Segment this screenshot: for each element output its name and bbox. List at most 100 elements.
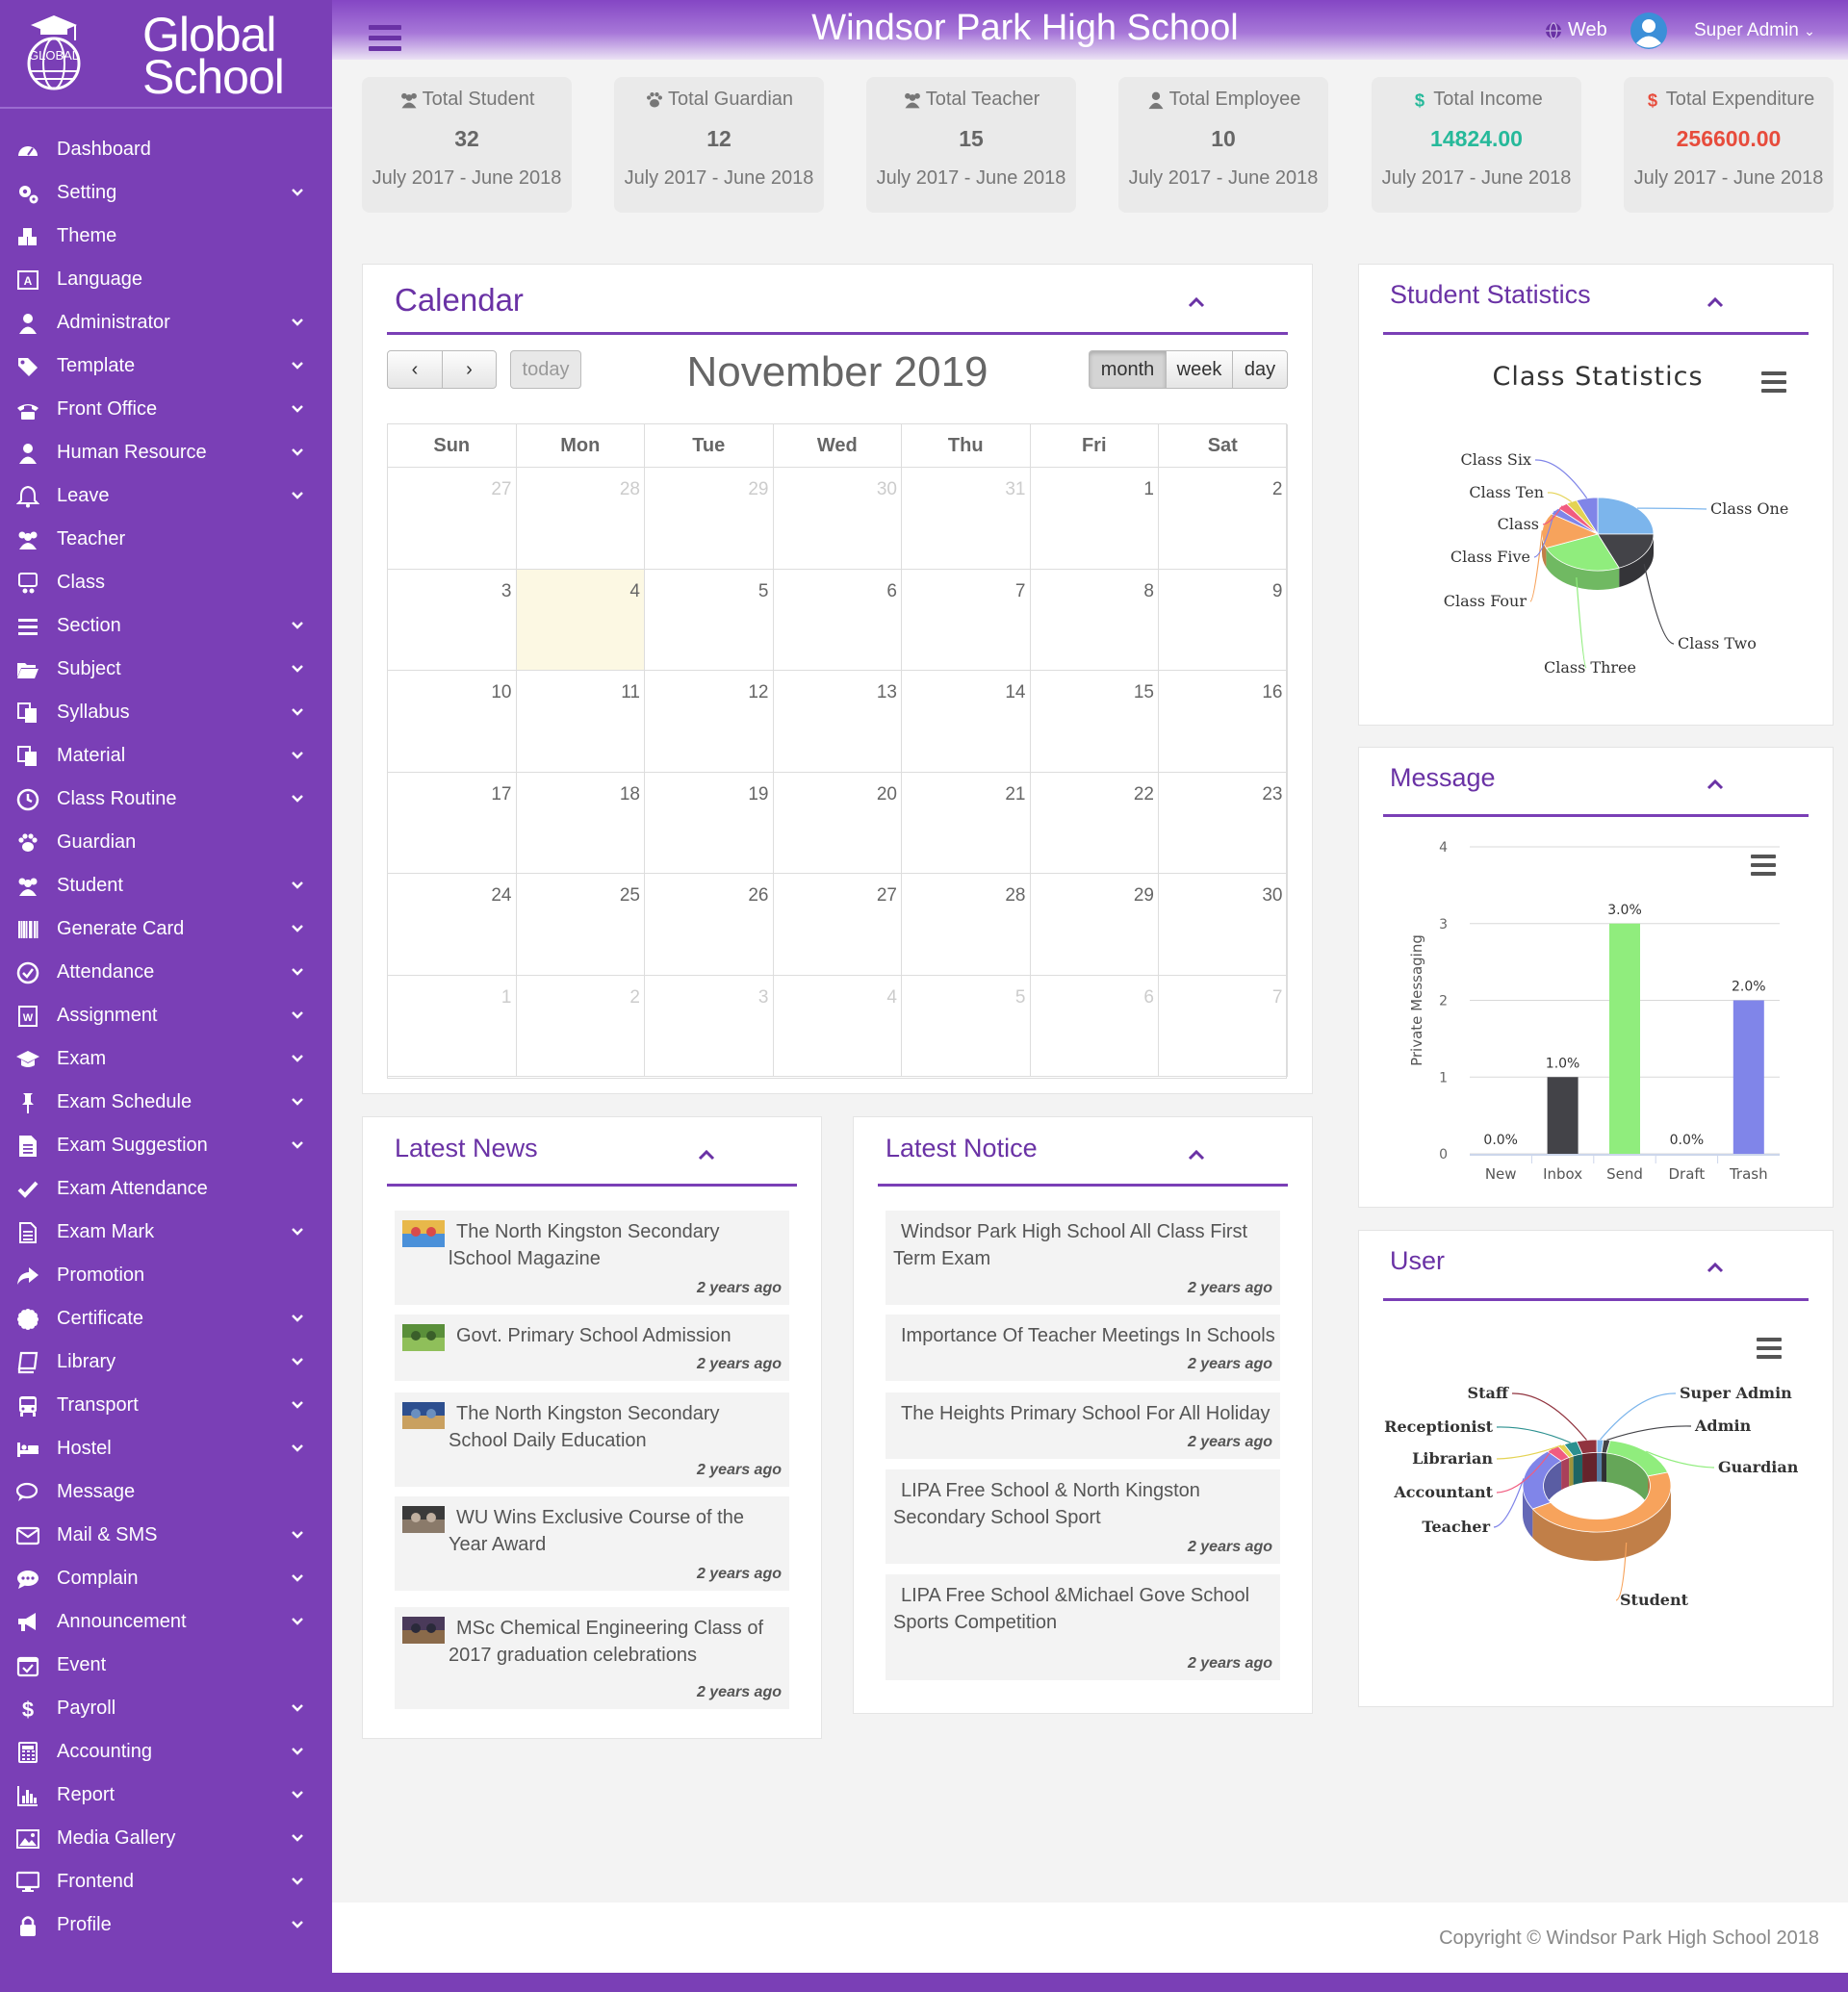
calendar-day[interactable]: 1 bbox=[1030, 468, 1159, 570]
menu-toggle-button[interactable] bbox=[369, 25, 401, 52]
logo[interactable]: GLOBAL Global School bbox=[0, 0, 332, 109]
sidebar-item-teacher[interactable]: Teacher bbox=[0, 518, 332, 561]
sidebar-item-class[interactable]: Class bbox=[0, 561, 332, 604]
stat-card-total-student[interactable]: Total Student 32 July 2017 - June 2018 bbox=[362, 77, 572, 213]
slice-side[interactable] bbox=[1532, 1486, 1671, 1561]
sidebar-item-human-resource[interactable]: Human Resource bbox=[0, 431, 332, 474]
collapse-caret-icon[interactable] bbox=[1187, 1148, 1206, 1162]
collapse-caret-icon[interactable] bbox=[1706, 778, 1725, 791]
calendar-day[interactable]: 13 bbox=[773, 671, 902, 773]
notice-item[interactable]: LIPA Free School &Michael Gove School Spo… bbox=[886, 1574, 1280, 1680]
news-item[interactable]: The North Kingston Secondary lSchool Maga… bbox=[395, 1211, 789, 1305]
calendar-day[interactable]: 28 bbox=[902, 874, 1031, 976]
calendar-day[interactable]: 6 bbox=[773, 569, 902, 671]
calendar-day[interactable]: 7 bbox=[902, 569, 1031, 671]
calendar-day[interactable]: 3 bbox=[388, 569, 517, 671]
calendar-day[interactable]: 3 bbox=[645, 975, 774, 1077]
calendar-day[interactable]: 11 bbox=[516, 671, 645, 773]
calendar-day[interactable]: 21 bbox=[902, 772, 1031, 874]
calendar-day[interactable]: 26 bbox=[645, 874, 774, 976]
sidebar-item-assignment[interactable]: W Assignment bbox=[0, 994, 332, 1037]
calendar-day[interactable]: 5 bbox=[902, 975, 1031, 1077]
calendar-prev-button[interactable]: ‹ bbox=[387, 350, 443, 389]
notice-item[interactable]: Importance Of Teacher Meetings In School… bbox=[886, 1315, 1280, 1381]
slice-class-one[interactable] bbox=[1597, 497, 1655, 535]
slice-side[interactable] bbox=[1546, 548, 1620, 590]
calendar-day[interactable]: 2 bbox=[1159, 468, 1288, 570]
sidebar-item-class-routine[interactable]: Class Routine bbox=[0, 778, 332, 821]
news-item[interactable]: MSc Chemical Engineering Class of 2017 gr… bbox=[395, 1607, 789, 1709]
sidebar-item-student[interactable]: Student bbox=[0, 864, 332, 907]
sidebar-item-exam-schedule[interactable]: Exam Schedule bbox=[0, 1081, 332, 1124]
sidebar-item-accounting[interactable]: Accounting bbox=[0, 1730, 332, 1774]
sidebar-item-subject[interactable]: Subject bbox=[0, 648, 332, 691]
notice-item[interactable]: LIPA Free School & North Kingston Seconda… bbox=[886, 1469, 1280, 1564]
sidebar-item-exam-mark[interactable]: Exam Mark bbox=[0, 1211, 332, 1254]
collapse-caret-icon[interactable] bbox=[1706, 295, 1725, 309]
calendar-day[interactable]: 2 bbox=[516, 975, 645, 1077]
calendar-day[interactable]: 20 bbox=[773, 772, 902, 874]
calendar-day[interactable]: 29 bbox=[1030, 874, 1159, 976]
news-item[interactable]: Govt. Primary School Admission 2 years ag… bbox=[395, 1315, 789, 1381]
sidebar-item-language[interactable]: A Language bbox=[0, 258, 332, 301]
calendar-day[interactable]: 28 bbox=[516, 468, 645, 570]
calendar-day[interactable]: 24 bbox=[388, 874, 517, 976]
sidebar-item-front-office[interactable]: Front Office bbox=[0, 388, 332, 431]
calendar-day[interactable]: 23 bbox=[1159, 772, 1288, 874]
sidebar-item-frontend[interactable]: Frontend bbox=[0, 1860, 332, 1903]
calendar-day[interactable]: 27 bbox=[388, 468, 517, 570]
calendar-day[interactable]: 9 bbox=[1159, 569, 1288, 671]
collapse-caret-icon[interactable] bbox=[1706, 1261, 1725, 1274]
chart-menu-icon[interactable] bbox=[1757, 1338, 1782, 1359]
calendar-day[interactable]: 30 bbox=[1159, 874, 1288, 976]
stat-card-total-employee[interactable]: Total Employee 10 July 2017 - June 2018 bbox=[1118, 77, 1328, 213]
sidebar-item-certificate[interactable]: Certificate bbox=[0, 1297, 332, 1341]
calendar-day-today[interactable]: 4 bbox=[516, 569, 645, 671]
slice-class-two[interactable] bbox=[1597, 533, 1655, 569]
chart-menu-icon[interactable] bbox=[1751, 855, 1776, 876]
sidebar-item-complain[interactable]: Complain bbox=[0, 1557, 332, 1600]
sidebar-item-announcement[interactable]: Announcement bbox=[0, 1600, 332, 1644]
web-link[interactable]: Web bbox=[1545, 19, 1607, 41]
sidebar-item-message[interactable]: Message bbox=[0, 1470, 332, 1514]
calendar-day[interactable]: 16 bbox=[1159, 671, 1288, 773]
sidebar-item-mail-sms[interactable]: Mail & SMS bbox=[0, 1514, 332, 1557]
stat-card-total-expenditure[interactable]: $ Total Expenditure 256600.00 July 2017 - J… bbox=[1624, 77, 1834, 213]
sidebar-item-template[interactable]: Template bbox=[0, 345, 332, 388]
calendar-day[interactable]: 12 bbox=[645, 671, 774, 773]
sidebar-item-profile[interactable]: Profile bbox=[0, 1903, 332, 1947]
sidebar-item-media-gallery[interactable]: Media Gallery bbox=[0, 1817, 332, 1860]
sidebar-item-hostel[interactable]: Hostel bbox=[0, 1427, 332, 1470]
calendar-today-button[interactable]: today bbox=[510, 350, 581, 389]
notice-item[interactable]: Windsor Park High School All Class First… bbox=[886, 1211, 1280, 1305]
calendar-day[interactable]: 29 bbox=[645, 468, 774, 570]
sidebar-item-administrator[interactable]: Administrator bbox=[0, 301, 332, 345]
calendar-day[interactable]: 14 bbox=[902, 671, 1031, 773]
view-week-button[interactable]: week bbox=[1166, 350, 1233, 389]
sidebar-item-payroll[interactable]: $ Payroll bbox=[0, 1687, 332, 1730]
sidebar-item-generate-card[interactable]: Generate Card bbox=[0, 907, 332, 951]
sidebar-item-syllabus[interactable]: Syllabus bbox=[0, 691, 332, 734]
sidebar-item-report[interactable]: Report bbox=[0, 1774, 332, 1817]
calendar-day[interactable]: 10 bbox=[388, 671, 517, 773]
news-item[interactable]: The North Kingston Secondary School Daily… bbox=[395, 1392, 789, 1487]
calendar-day[interactable]: 31 bbox=[902, 468, 1031, 570]
calendar-day[interactable]: 25 bbox=[516, 874, 645, 976]
slice-staff[interactable] bbox=[1576, 1439, 1598, 1455]
sidebar-item-section[interactable]: Section bbox=[0, 604, 332, 648]
sidebar-item-event[interactable]: Event bbox=[0, 1644, 332, 1687]
calendar-day[interactable]: 17 bbox=[388, 772, 517, 874]
stat-card-total-income[interactable]: $ Total Income 14824.00 July 2017 - June 20… bbox=[1372, 77, 1581, 213]
user-menu[interactable]: Super Admin ⌄ bbox=[1694, 20, 1815, 41]
chart-menu-icon[interactable] bbox=[1761, 371, 1786, 393]
sidebar-item-setting[interactable]: Setting bbox=[0, 171, 332, 215]
calendar-day[interactable]: 19 bbox=[645, 772, 774, 874]
slice-class-four[interactable] bbox=[1541, 513, 1600, 549]
sidebar-item-transport[interactable]: Transport bbox=[0, 1384, 332, 1427]
calendar-day[interactable]: 6 bbox=[1030, 975, 1159, 1077]
sidebar-item-promotion[interactable]: Promotion bbox=[0, 1254, 332, 1297]
calendar-day[interactable]: 27 bbox=[773, 874, 902, 976]
calendar-day[interactable]: 15 bbox=[1030, 671, 1159, 773]
calendar-day[interactable]: 18 bbox=[516, 772, 645, 874]
calendar-next-button[interactable]: › bbox=[442, 350, 497, 389]
